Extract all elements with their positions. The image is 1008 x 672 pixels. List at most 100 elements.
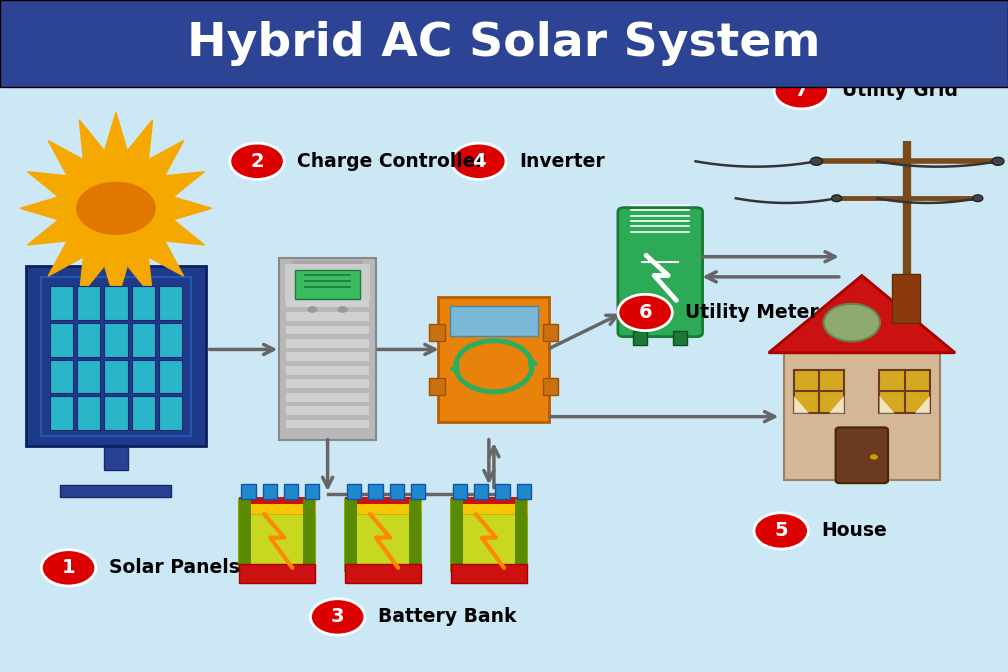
Circle shape bbox=[824, 304, 880, 341]
FancyBboxPatch shape bbox=[543, 324, 558, 341]
FancyBboxPatch shape bbox=[286, 298, 369, 308]
FancyBboxPatch shape bbox=[302, 499, 314, 571]
FancyBboxPatch shape bbox=[347, 484, 362, 499]
FancyBboxPatch shape bbox=[159, 360, 181, 394]
FancyBboxPatch shape bbox=[240, 497, 314, 504]
Circle shape bbox=[870, 454, 878, 460]
FancyBboxPatch shape bbox=[77, 396, 101, 430]
FancyBboxPatch shape bbox=[345, 497, 421, 513]
FancyBboxPatch shape bbox=[49, 286, 74, 321]
Text: 3: 3 bbox=[331, 607, 345, 626]
Circle shape bbox=[810, 157, 823, 165]
FancyBboxPatch shape bbox=[286, 366, 369, 375]
FancyBboxPatch shape bbox=[284, 484, 298, 499]
FancyBboxPatch shape bbox=[240, 499, 314, 571]
FancyBboxPatch shape bbox=[451, 497, 526, 513]
FancyBboxPatch shape bbox=[451, 564, 526, 583]
FancyBboxPatch shape bbox=[286, 406, 369, 415]
Circle shape bbox=[992, 157, 1004, 165]
Polygon shape bbox=[915, 396, 930, 413]
Circle shape bbox=[452, 143, 506, 179]
FancyBboxPatch shape bbox=[286, 379, 369, 388]
FancyBboxPatch shape bbox=[438, 297, 549, 422]
Text: Charge Controller: Charge Controller bbox=[297, 152, 485, 171]
FancyBboxPatch shape bbox=[345, 497, 421, 504]
FancyBboxPatch shape bbox=[618, 208, 703, 337]
FancyBboxPatch shape bbox=[49, 396, 74, 430]
Circle shape bbox=[338, 306, 348, 313]
FancyBboxPatch shape bbox=[783, 353, 939, 480]
FancyBboxPatch shape bbox=[543, 378, 558, 395]
Text: House: House bbox=[822, 521, 887, 540]
FancyBboxPatch shape bbox=[286, 312, 369, 321]
FancyBboxPatch shape bbox=[285, 264, 370, 301]
Text: Hybrid AC Solar System: Hybrid AC Solar System bbox=[187, 22, 821, 66]
FancyBboxPatch shape bbox=[411, 484, 425, 499]
FancyBboxPatch shape bbox=[240, 564, 314, 583]
FancyBboxPatch shape bbox=[242, 484, 256, 499]
FancyBboxPatch shape bbox=[673, 331, 687, 345]
FancyBboxPatch shape bbox=[409, 499, 421, 571]
FancyBboxPatch shape bbox=[262, 484, 276, 499]
Circle shape bbox=[76, 181, 156, 235]
FancyBboxPatch shape bbox=[131, 360, 155, 394]
FancyBboxPatch shape bbox=[474, 484, 488, 499]
FancyBboxPatch shape bbox=[345, 499, 357, 571]
Circle shape bbox=[754, 513, 808, 549]
FancyBboxPatch shape bbox=[304, 484, 319, 499]
FancyBboxPatch shape bbox=[345, 564, 421, 583]
FancyBboxPatch shape bbox=[514, 499, 526, 571]
FancyBboxPatch shape bbox=[451, 499, 464, 571]
Circle shape bbox=[774, 73, 829, 109]
Text: 1: 1 bbox=[61, 558, 76, 577]
Text: Utility Meter: Utility Meter bbox=[685, 303, 820, 322]
FancyBboxPatch shape bbox=[105, 396, 127, 430]
FancyBboxPatch shape bbox=[131, 323, 155, 357]
FancyBboxPatch shape bbox=[345, 499, 421, 571]
FancyBboxPatch shape bbox=[77, 323, 101, 357]
FancyBboxPatch shape bbox=[286, 419, 369, 429]
FancyBboxPatch shape bbox=[451, 497, 526, 504]
Circle shape bbox=[54, 168, 177, 249]
FancyBboxPatch shape bbox=[369, 484, 383, 499]
Text: 2: 2 bbox=[250, 152, 264, 171]
FancyBboxPatch shape bbox=[0, 0, 1008, 87]
Polygon shape bbox=[793, 396, 808, 413]
FancyBboxPatch shape bbox=[451, 499, 526, 571]
FancyBboxPatch shape bbox=[26, 266, 206, 446]
Text: 7: 7 bbox=[794, 81, 808, 100]
FancyBboxPatch shape bbox=[105, 286, 127, 321]
Text: 6: 6 bbox=[638, 303, 652, 322]
FancyBboxPatch shape bbox=[77, 360, 101, 394]
FancyBboxPatch shape bbox=[389, 484, 403, 499]
FancyBboxPatch shape bbox=[453, 484, 468, 499]
FancyBboxPatch shape bbox=[49, 360, 74, 394]
FancyBboxPatch shape bbox=[104, 444, 128, 470]
Circle shape bbox=[307, 306, 318, 313]
Text: 4: 4 bbox=[472, 152, 486, 171]
Polygon shape bbox=[829, 396, 845, 413]
FancyBboxPatch shape bbox=[836, 427, 888, 483]
FancyBboxPatch shape bbox=[292, 260, 363, 264]
Circle shape bbox=[41, 550, 96, 586]
FancyBboxPatch shape bbox=[892, 274, 920, 323]
Text: Utility Grid: Utility Grid bbox=[842, 81, 958, 100]
FancyBboxPatch shape bbox=[159, 396, 181, 430]
FancyBboxPatch shape bbox=[131, 286, 155, 321]
Circle shape bbox=[973, 195, 983, 202]
FancyBboxPatch shape bbox=[793, 370, 845, 413]
Text: 5: 5 bbox=[774, 521, 788, 540]
Polygon shape bbox=[20, 112, 212, 304]
Polygon shape bbox=[879, 396, 895, 413]
Text: Battery Bank: Battery Bank bbox=[378, 607, 516, 626]
FancyBboxPatch shape bbox=[49, 323, 74, 357]
FancyBboxPatch shape bbox=[159, 286, 181, 321]
FancyBboxPatch shape bbox=[286, 352, 369, 362]
Circle shape bbox=[310, 599, 365, 635]
FancyBboxPatch shape bbox=[131, 396, 155, 430]
FancyBboxPatch shape bbox=[286, 392, 369, 402]
FancyBboxPatch shape bbox=[60, 485, 171, 497]
FancyBboxPatch shape bbox=[429, 324, 445, 341]
FancyBboxPatch shape bbox=[429, 378, 445, 395]
FancyBboxPatch shape bbox=[279, 259, 376, 441]
